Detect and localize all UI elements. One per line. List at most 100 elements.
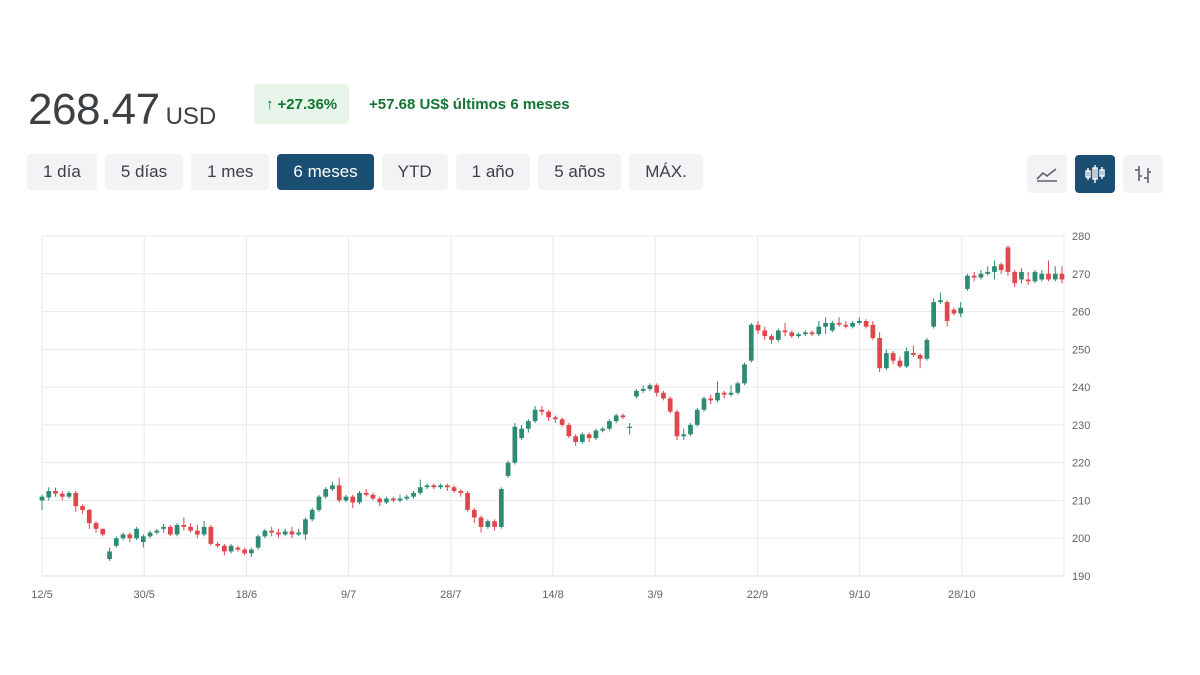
candle-body [938,300,943,303]
candle-body [796,334,801,337]
candle-body [1005,247,1011,272]
y-tick-label: 230 [1072,420,1090,432]
candle-body [343,496,349,501]
candle-body [573,436,579,442]
range-button-1d[interactable]: 1 día [27,154,97,190]
range-button-ytd[interactable]: YTD [381,154,448,190]
y-tick-label: 220 [1072,458,1090,470]
chart-type-selector [1019,155,1163,193]
candle-body [1059,273,1065,280]
range-button-1m[interactable]: 1 mes [191,154,270,190]
candle-body [823,322,828,327]
candle-body [370,494,376,499]
candle-body [613,415,619,422]
candle-body [694,409,700,425]
candle-body [471,509,477,518]
candle-body [715,392,720,401]
percent-change-value: +27.36% [277,95,338,113]
candle-body [620,415,626,418]
candle-body [593,430,599,439]
range-button-max[interactable]: MÁX. [629,154,703,190]
x-tick-label: 12/5 [31,589,52,601]
range-button-1y[interactable]: 1 año [455,154,531,190]
candle-body [228,545,234,552]
line-chart-button[interactable] [1027,155,1067,193]
x-tick-label: 18/6 [236,589,257,601]
candle-body [728,392,734,395]
candle-body [269,530,275,533]
candle-body [829,322,835,331]
candle-body [262,530,268,537]
candle-body [249,549,254,554]
candle-body [350,496,356,503]
candle-body [681,434,687,437]
candle-body [992,266,997,272]
candle-body [147,532,153,537]
candle-body [235,547,241,550]
candle-body [411,492,416,497]
candle-body [667,398,673,412]
candlestick-chart[interactable]: 190 200 210 220 230 240 250 260 270 280 12/5 30/5 18… [0,225,1200,615]
candle-body [390,498,396,501]
candle-body [1052,273,1058,280]
candle-body [809,332,815,335]
candle-body [289,531,295,535]
candle-body [782,330,788,333]
candle-body [478,517,484,527]
candle-body [363,492,369,495]
candle-body [951,309,957,314]
candle-body [276,532,281,535]
range-button-6m[interactable]: 6 meses [277,154,374,190]
candle-body [721,392,727,395]
absolute-change-text: +57.68 US$ últimos 6 meses [369,96,570,113]
candle-body [195,530,200,535]
candle-body [661,392,666,399]
arrow-up-icon: ↑ [266,95,274,113]
candle-body [357,492,362,503]
candle-body [86,509,92,524]
candle-body [161,526,166,529]
candle-body [985,271,991,274]
candle-body [485,521,491,527]
candle-body [438,485,443,488]
y-tick-label: 270 [1072,269,1090,281]
candle-body [924,339,930,359]
candle-body [188,526,193,531]
range-button-5d[interactable]: 5 días [104,154,184,190]
candle-body [107,551,112,559]
candle-body [755,324,761,331]
candle-body [958,307,964,314]
candle-body [303,519,308,535]
candle-body [397,498,403,501]
candle-body [282,531,288,535]
range-button-5y[interactable]: 5 años [538,154,622,190]
candle-body [424,485,430,488]
candle-body [208,526,214,544]
candle-body [222,545,227,552]
x-tick-label: 30/5 [133,589,154,601]
candle-body [323,489,329,497]
candle-body [559,419,565,425]
candle-body [100,528,106,535]
candle-body [309,509,315,520]
candle-body [748,324,754,361]
candle-body [856,321,862,323]
candlestick-chart-button[interactable] [1075,155,1115,193]
candle-body [627,426,633,428]
candle-body [336,485,342,501]
candle-body [674,411,680,437]
currency-label: USD [165,103,217,130]
candle-body [59,493,65,497]
candle-body [1039,273,1045,280]
candle-body [465,492,470,510]
time-range-selector: 1 día 5 días 1 mes 6 meses YTD 1 año 5 a… [27,154,711,190]
candle-body [444,485,450,488]
candle-body [167,526,173,535]
line-chart-icon [1036,168,1057,182]
candle-body [1046,273,1051,280]
ohlc-chart-button[interactable] [1123,155,1163,193]
candle-body [330,485,335,490]
candle-body [451,487,457,491]
candle-body [931,302,937,327]
candle-body [532,409,538,422]
